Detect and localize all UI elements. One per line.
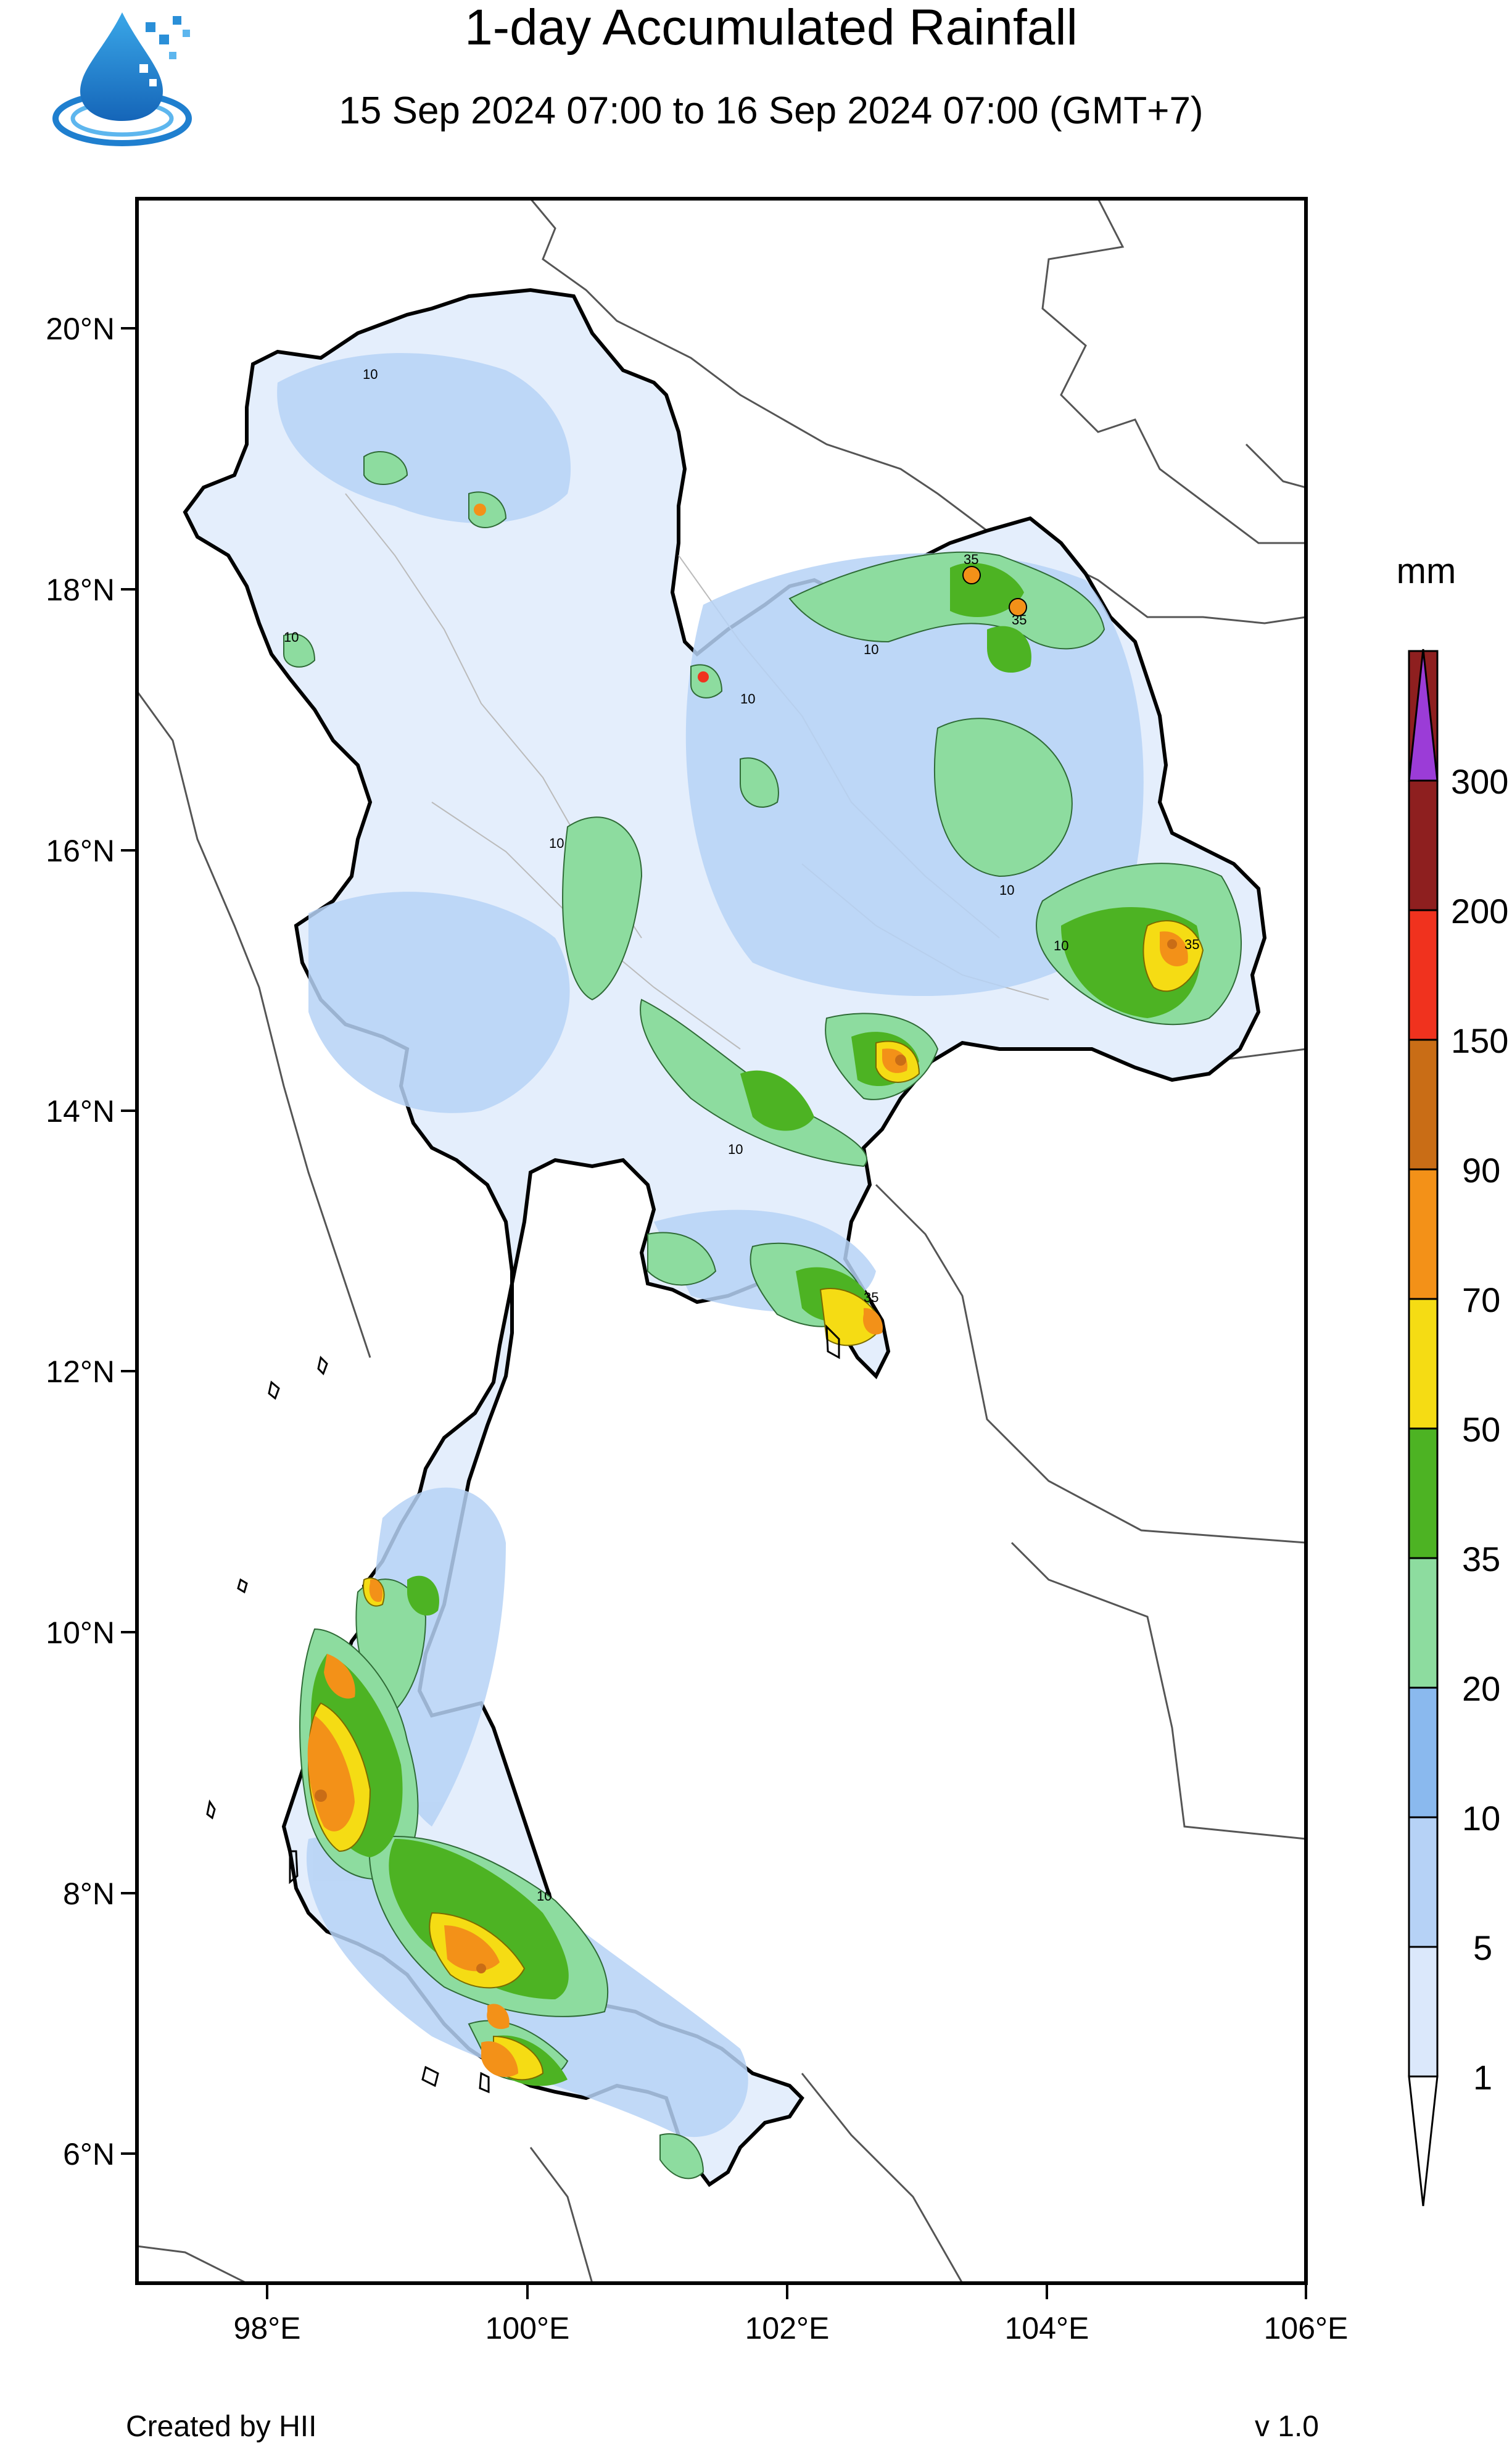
contour-label: 10	[549, 836, 564, 851]
colorbar-segment	[1408, 1168, 1439, 1300]
lon-label: 100°E	[485, 2311, 570, 2346]
colorbar-unit: mm	[1397, 551, 1456, 591]
contour-label: 10	[740, 691, 755, 707]
rain-high-dots	[315, 504, 1177, 1973]
lat-label: 8°N	[63, 1877, 115, 1911]
colorbar-segment-below	[1408, 2075, 1439, 2207]
colorbar: mm 1 5 10 20 35 50 70	[1397, 551, 1508, 2207]
colorbar-segment	[1408, 1946, 1439, 2078]
colorbar-label: 300	[1451, 762, 1508, 801]
contour-label: 10	[864, 642, 878, 657]
lon-label: 102°E	[745, 2311, 830, 2346]
colorbar-segment	[1408, 1686, 1439, 1819]
contour-label: 10	[1054, 938, 1068, 953]
colorbar-label: 70	[1462, 1280, 1500, 1319]
contour-label: 10	[999, 882, 1014, 898]
map-subtitle: 15 Sep 2024 07:00 to 16 Sep 2024 07:00 (…	[339, 89, 1203, 132]
colorbar-label: 90	[1462, 1151, 1500, 1190]
hii-logo	[52, 12, 192, 146]
map-frame	[135, 197, 1308, 2285]
colorbar-segment	[1408, 1298, 1439, 1430]
contour-label: 10	[537, 1888, 552, 1904]
contour-label: 35	[964, 552, 978, 567]
lat-label: 16°N	[46, 834, 115, 868]
contour-label: 10	[363, 367, 378, 382]
latitude-axis	[121, 327, 137, 2155]
colorbar-segment	[1408, 909, 1439, 1041]
lon-label: 104°E	[1005, 2311, 1089, 2346]
colorbar-segment	[1408, 1557, 1439, 1689]
colorbar-label: 5	[1473, 1928, 1492, 1967]
map-title: 1-day Accumulated Rainfall	[465, 0, 1078, 56]
colorbar-label: 1	[1473, 2058, 1492, 2097]
islands	[206, 1324, 840, 2094]
lon-label: 106°E	[1264, 2311, 1349, 2346]
lon-label: 98°E	[234, 2311, 301, 2346]
contour-label: 10	[728, 1142, 743, 1157]
lat-label: 12°N	[46, 1354, 115, 1389]
contour-labels: 10 35 35 10 10 10 35 10 10 10 35 10 10	[284, 367, 1199, 1904]
lat-label: 10°N	[46, 1616, 115, 1650]
lat-label: 20°N	[46, 312, 115, 346]
version-text: v 1.0	[1255, 2410, 1319, 2443]
colorbar-label: 50	[1462, 1410, 1500, 1449]
colorbar-label: 150	[1451, 1021, 1508, 1060]
colorbar-segment	[1408, 1427, 1439, 1559]
lat-label: 6°N	[63, 2137, 115, 2171]
colorbar-label: 20	[1462, 1669, 1500, 1708]
contour-label: 35	[864, 1290, 878, 1305]
credit-text: Created by HII	[126, 2410, 316, 2443]
contour-label: 35	[1012, 612, 1027, 628]
rain-50-70mm	[307, 931, 1188, 2077]
colorbar-segment	[1408, 1816, 1439, 1948]
map-area: 10 35 35 10 10 10 35 10 10 10 35 10 10	[137, 199, 1306, 2283]
colorbar-label: 35	[1462, 1540, 1500, 1578]
longitude-axis	[266, 2283, 1307, 2299]
colorbar-segment	[1408, 779, 1439, 911]
contour-label: 10	[284, 629, 299, 645]
lat-label: 14°N	[46, 1094, 115, 1129]
neighbour-borders	[137, 199, 1306, 2283]
colorbar-segment	[1408, 1039, 1439, 1171]
colorbar-label: 200	[1451, 892, 1508, 931]
contour-label: 35	[1184, 937, 1199, 952]
colorbar-label: 10	[1462, 1799, 1500, 1838]
lat-label: 18°N	[46, 573, 115, 607]
